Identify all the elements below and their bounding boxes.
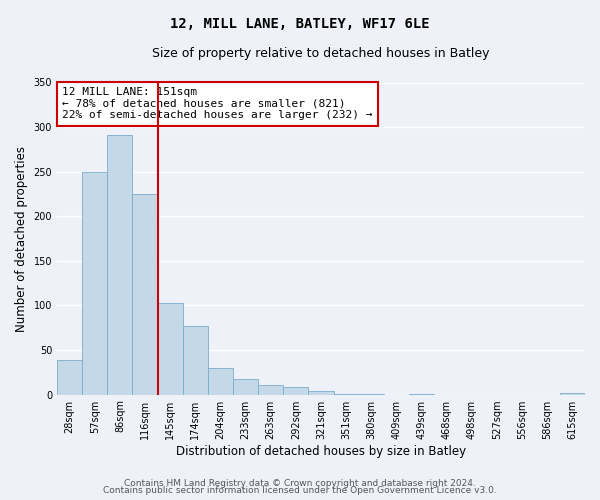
Bar — [107, 135, 133, 394]
Bar — [208, 368, 233, 394]
Text: Contains HM Land Registry data © Crown copyright and database right 2024.: Contains HM Land Registry data © Crown c… — [124, 478, 476, 488]
Text: Contains public sector information licensed under the Open Government Licence v3: Contains public sector information licen… — [103, 486, 497, 495]
X-axis label: Distribution of detached houses by size in Batley: Distribution of detached houses by size … — [176, 444, 466, 458]
Bar — [283, 386, 308, 394]
Bar — [133, 194, 158, 394]
Bar — [233, 378, 258, 394]
Bar — [82, 172, 107, 394]
Bar — [57, 360, 82, 394]
Bar — [158, 302, 183, 394]
Text: 12 MILL LANE: 151sqm
← 78% of detached houses are smaller (821)
22% of semi-deta: 12 MILL LANE: 151sqm ← 78% of detached h… — [62, 87, 373, 120]
Bar — [183, 326, 208, 394]
Text: 12, MILL LANE, BATLEY, WF17 6LE: 12, MILL LANE, BATLEY, WF17 6LE — [170, 18, 430, 32]
Title: Size of property relative to detached houses in Batley: Size of property relative to detached ho… — [152, 48, 490, 60]
Bar — [258, 385, 283, 394]
Bar — [308, 391, 334, 394]
Y-axis label: Number of detached properties: Number of detached properties — [15, 146, 28, 332]
Bar — [560, 393, 585, 394]
